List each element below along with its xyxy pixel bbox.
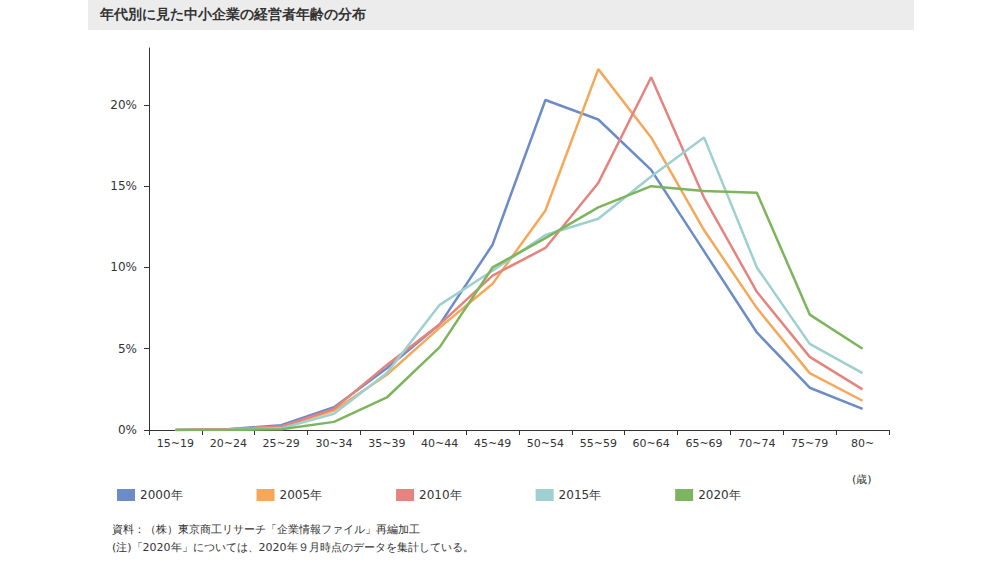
svg-text:55~59: 55~59 (580, 437, 617, 450)
svg-text:2000年: 2000年 (140, 488, 183, 502)
svg-text:50~54: 50~54 (527, 437, 564, 450)
svg-text:35~39: 35~39 (368, 437, 405, 450)
svg-text:60~64: 60~64 (633, 437, 670, 450)
svg-text:65~69: 65~69 (685, 437, 722, 450)
svg-text:70~74: 70~74 (738, 437, 775, 450)
svg-text:10%: 10% (110, 260, 137, 274)
svg-text:75~79: 75~79 (791, 437, 828, 450)
svg-text:20%: 20% (110, 98, 137, 112)
svg-text:40~44: 40~44 (421, 437, 458, 450)
svg-text:(歳): (歳) (852, 473, 872, 486)
svg-text:2010年: 2010年 (419, 488, 462, 502)
svg-text:年代別に見た中小企業の経営者年齢の分布: 年代別に見た中小企業の経営者年齢の分布 (99, 6, 366, 22)
svg-text:5%: 5% (118, 342, 137, 356)
svg-text:(注)「2020年」については、2020年９月時点のデータを: (注)「2020年」については、2020年９月時点のデータを集計している。 (112, 541, 474, 554)
svg-text:2005年: 2005年 (280, 488, 323, 502)
svg-text:2015年: 2015年 (559, 488, 602, 502)
svg-text:20~24: 20~24 (210, 437, 247, 450)
svg-text:0%: 0% (118, 423, 137, 437)
svg-text:25~29: 25~29 (263, 437, 300, 450)
svg-text:15~19: 15~19 (157, 437, 194, 450)
svg-text:2020年: 2020年 (698, 488, 741, 502)
svg-text:15%: 15% (110, 179, 137, 193)
svg-text:80~: 80~ (851, 437, 874, 450)
svg-text:45~49: 45~49 (474, 437, 511, 450)
svg-text:資料：（株）東京商工リサーチ「企業情報ファイル」再編加工: 資料：（株）東京商工リサーチ「企業情報ファイル」再編加工 (112, 523, 420, 536)
svg-text:30~34: 30~34 (315, 437, 352, 450)
